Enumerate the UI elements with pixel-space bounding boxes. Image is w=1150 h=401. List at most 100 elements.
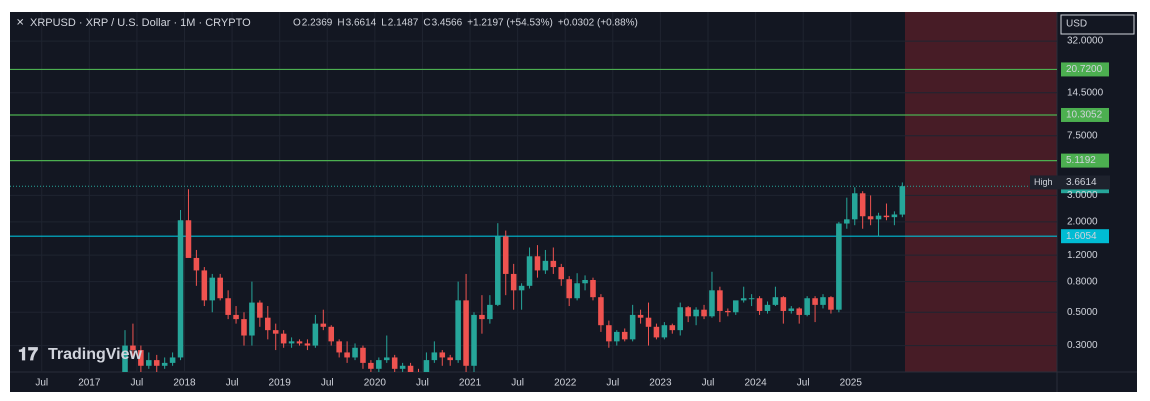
candle-body bbox=[574, 283, 580, 299]
level-label: 1.6054 bbox=[1066, 231, 1097, 242]
candle-body bbox=[709, 290, 715, 317]
candle-body bbox=[296, 341, 303, 344]
candle-body bbox=[542, 260, 549, 271]
candle-body bbox=[693, 309, 699, 317]
candle-body bbox=[606, 325, 612, 342]
candle-body bbox=[756, 298, 763, 311]
x-tick-label: 2022 bbox=[554, 378, 577, 389]
candle-body bbox=[740, 298, 747, 301]
candle-body bbox=[368, 362, 374, 369]
y-tick-label: 32.0000 bbox=[1067, 36, 1104, 47]
change-2: +0.0302 (+0.88%) bbox=[558, 18, 638, 29]
ohlc-key: O bbox=[293, 18, 301, 29]
candle-body bbox=[312, 323, 319, 346]
candle-body bbox=[804, 298, 810, 315]
candle-body bbox=[780, 297, 787, 311]
candle-body bbox=[439, 352, 446, 358]
x-tick-label: Jul bbox=[511, 378, 524, 389]
candle-body bbox=[621, 331, 628, 340]
y-tick-label: 3.0000 bbox=[1067, 190, 1098, 201]
x-tick-label: Jul bbox=[606, 378, 619, 389]
ohlc-key: H bbox=[337, 18, 344, 29]
watermark: TradingView bbox=[48, 346, 143, 363]
candle-body bbox=[423, 360, 430, 372]
candle-body bbox=[217, 277, 223, 299]
candle-body bbox=[201, 270, 208, 301]
level-label: 20.7200 bbox=[1066, 64, 1103, 75]
x-tick-label: 2021 bbox=[459, 378, 482, 389]
candle-body bbox=[550, 260, 557, 268]
candle-body bbox=[851, 193, 858, 220]
candle-body bbox=[502, 236, 509, 274]
candle-body bbox=[360, 347, 366, 363]
candle-body bbox=[510, 273, 517, 291]
candle-body bbox=[225, 298, 231, 315]
candle-body bbox=[352, 347, 358, 358]
candles bbox=[122, 182, 906, 372]
candle-body bbox=[138, 350, 144, 366]
y-tick-label: 1.2000 bbox=[1067, 250, 1098, 261]
candle-body bbox=[209, 277, 216, 301]
y-tick-label: 2.0000 bbox=[1067, 217, 1098, 228]
candle-body bbox=[566, 279, 572, 299]
candle-body bbox=[122, 345, 128, 372]
candle-body bbox=[146, 360, 152, 366]
symbol-title: XRPUSD · XRP / U.S. Dollar · 1M · CRYPTO bbox=[30, 17, 251, 29]
candle-body bbox=[677, 307, 684, 331]
x-tick-label: Jul bbox=[35, 378, 48, 389]
x-tick-label: Jul bbox=[226, 378, 239, 389]
candle-body bbox=[534, 256, 541, 271]
candle-body bbox=[820, 297, 826, 305]
candle-body bbox=[732, 300, 739, 313]
candle-body bbox=[582, 280, 588, 284]
candle-body bbox=[265, 317, 271, 331]
high-value: 3.6614 bbox=[1066, 177, 1097, 188]
candle-body bbox=[376, 360, 382, 369]
x-tick-label: Jul bbox=[321, 378, 334, 389]
candle-body bbox=[193, 257, 200, 271]
candle-body bbox=[463, 300, 469, 366]
y-tick-label: 14.5000 bbox=[1067, 87, 1104, 98]
level-badge bbox=[1061, 153, 1109, 168]
candle-body bbox=[796, 308, 802, 315]
candle-body bbox=[344, 352, 350, 358]
candle-body bbox=[471, 314, 477, 366]
candle-body bbox=[304, 343, 311, 346]
candle-body bbox=[717, 290, 723, 311]
candle-body bbox=[455, 300, 461, 361]
candle-body bbox=[328, 326, 335, 342]
high-badge bbox=[1030, 175, 1110, 190]
currency-box[interactable] bbox=[1060, 14, 1135, 35]
ohlc-key: C bbox=[423, 18, 430, 29]
candle-body bbox=[812, 298, 818, 305]
candle-body bbox=[241, 319, 247, 336]
candle-body bbox=[685, 307, 691, 317]
logo-mark: 𝟏𝟕 bbox=[18, 344, 38, 364]
shaded-zone bbox=[905, 12, 1057, 372]
candle-body bbox=[883, 215, 890, 218]
ohlc-legend: O 2.2369 H 3.6614 L 2.1487 C 3.4566 +1.2197 (+54… bbox=[293, 18, 638, 29]
candle-body bbox=[185, 220, 192, 258]
ohlc-value: 3.4566 bbox=[432, 18, 463, 29]
high-text: High bbox=[1034, 177, 1053, 187]
candle-body bbox=[598, 297, 604, 326]
candle-body bbox=[701, 309, 707, 317]
candle-body bbox=[407, 365, 414, 372]
x-tick-label: Jul bbox=[702, 378, 715, 389]
candle-body bbox=[891, 214, 898, 218]
candle-body bbox=[431, 352, 438, 361]
candle-body bbox=[764, 304, 771, 311]
x-tick-label: 2025 bbox=[840, 378, 863, 389]
level-label: 10.3052 bbox=[1066, 110, 1103, 121]
candle-body bbox=[629, 314, 636, 340]
level-badge bbox=[1061, 62, 1109, 77]
candle-body bbox=[257, 302, 263, 318]
close-icon[interactable]: ✕ bbox=[16, 18, 24, 29]
candle-body bbox=[249, 302, 255, 336]
candle-body bbox=[336, 341, 342, 353]
candle-body bbox=[169, 357, 176, 363]
levels: 20.720010.30525.11921.60543.4566High3.66… bbox=[10, 62, 1110, 244]
candle-body bbox=[645, 317, 652, 327]
candle-body bbox=[130, 345, 136, 351]
